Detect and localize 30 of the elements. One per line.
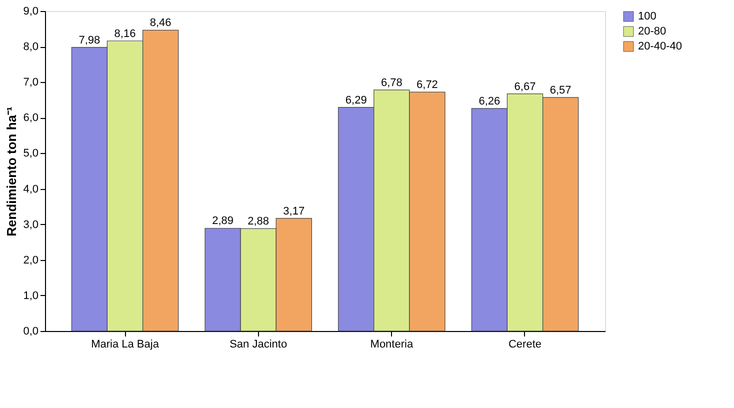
data-label: 6,67 xyxy=(514,80,536,93)
y-tick-label: 7,0 xyxy=(23,76,38,89)
data-label: 6,57 xyxy=(550,84,572,96)
data-label: 8,16 xyxy=(114,28,136,40)
data-label: 6,26 xyxy=(478,95,500,108)
y-tick-label: 8,0 xyxy=(23,41,38,54)
data-label: 6,72 xyxy=(416,79,438,92)
data-label: 8,46 xyxy=(150,17,172,30)
y-axis-title: Rendimiento ton ha⁻¹ xyxy=(4,106,20,236)
y-tick-label: 5,0 xyxy=(23,148,38,160)
x-tick-label: Cerete xyxy=(508,338,542,350)
y-tick-label: 2,0 xyxy=(23,254,38,266)
y-tick-label: 3,0 xyxy=(23,218,38,231)
legend-label: 20-40-40 xyxy=(638,40,682,52)
y-tick-label: 6,0 xyxy=(23,112,38,124)
data-label: 6,78 xyxy=(380,76,402,89)
y-tick-label: 0,0 xyxy=(23,326,38,338)
x-tick-label: Maria La Baja xyxy=(91,338,160,350)
y-tick-label: 4,0 xyxy=(23,183,38,196)
data-label: 7,98 xyxy=(78,34,100,46)
data-label: 2,89 xyxy=(212,215,234,228)
data-label: 2,88 xyxy=(248,216,270,228)
x-tick-label: Monteria xyxy=(370,338,414,350)
data-label: 3,17 xyxy=(283,205,305,218)
data-label: 6,29 xyxy=(345,94,367,106)
legend-label: 20-80 xyxy=(638,26,666,38)
y-tick-label: 9,0 xyxy=(23,6,38,18)
x-tick-label: San Jacinto xyxy=(230,338,288,350)
legend-label: 100 xyxy=(638,10,656,22)
y-tick-label: 1,0 xyxy=(23,290,38,302)
